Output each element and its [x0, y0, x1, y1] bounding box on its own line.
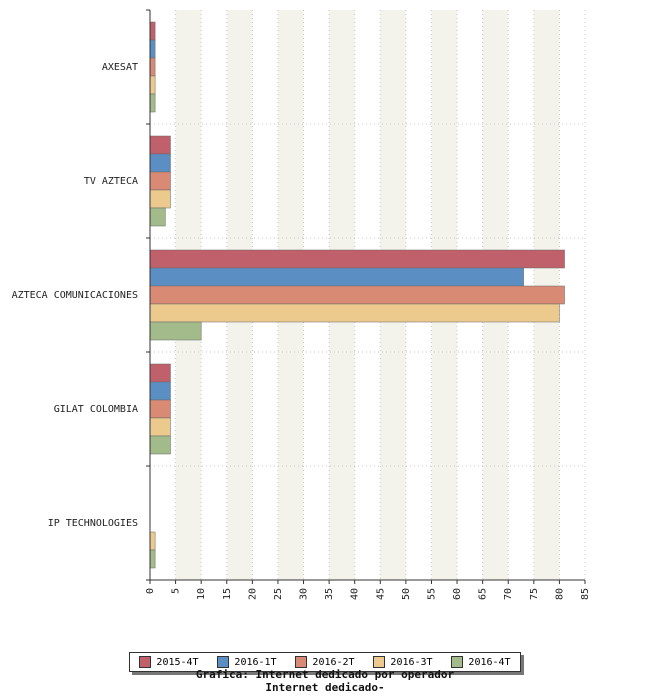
category-label: AZTECA COMUNICACIONES	[12, 290, 138, 301]
category-label: TV AZTECA	[84, 176, 138, 187]
bar	[149, 399, 171, 419]
legend-item: 2016-3T	[373, 656, 433, 668]
bar	[149, 135, 171, 155]
bar	[149, 303, 560, 323]
bar	[149, 267, 524, 287]
legend-label: 2016-3T	[390, 656, 433, 668]
x-tick-label: 50	[401, 588, 412, 600]
bar	[149, 285, 565, 305]
bar	[149, 207, 166, 227]
legend-item: 2016-1T	[217, 656, 277, 668]
bar	[149, 249, 565, 269]
labels: AXESAT TV AZTECA AZTECA COMUNICACIONES GILA…	[12, 62, 591, 600]
legend-label: 2016-4T	[468, 656, 511, 668]
chart-subtitle: Internet dedicado-	[265, 681, 385, 694]
legend-label: 2015-4T	[156, 656, 199, 668]
x-tick-label: 15	[222, 588, 233, 600]
bar	[149, 321, 202, 341]
x-tick-label: 45	[375, 588, 386, 600]
bar	[149, 363, 171, 383]
bar-chart: AXESAT TV AZTECA AZTECA COMUNICACIONES GILA…	[12, 9, 591, 600]
x-tick-label: 55	[426, 588, 437, 600]
legend-swatch	[139, 656, 152, 668]
bar	[149, 189, 171, 209]
legend-item: 2015-4T	[139, 656, 199, 668]
bar	[149, 153, 171, 173]
chart-title: Grafica: Internet dedicado por operador	[195, 668, 455, 681]
bar	[149, 93, 156, 113]
x-tick-label: 65	[478, 588, 489, 600]
legend-swatch	[217, 656, 230, 668]
axes	[146, 9, 586, 584]
x-tick-label: 10	[196, 588, 207, 600]
bar	[149, 435, 171, 455]
bar	[149, 21, 156, 41]
bar	[149, 39, 156, 59]
category-label: IP TECHNOLOGIES	[48, 518, 138, 529]
legend-swatch	[451, 656, 464, 668]
x-tick-label: 30	[299, 588, 310, 600]
bar	[149, 417, 171, 437]
x-tick-label: 0	[145, 588, 156, 594]
legend-item: 2016-4T	[451, 656, 511, 668]
legend-label: 2016-1T	[234, 656, 277, 668]
x-tick-label: 80	[554, 588, 565, 600]
bar	[149, 531, 156, 551]
x-tick-label: 5	[171, 588, 182, 594]
legend-item: 2016-2T	[295, 656, 355, 668]
x-tick-label: 85	[580, 588, 591, 600]
x-tick-label: 75	[529, 588, 540, 600]
bar	[149, 57, 156, 77]
category-label: GILAT COLOMBIA	[54, 404, 138, 415]
legend: 2015-4T 2016-1T 2016-2T 2016-3T 2016-4T	[129, 652, 521, 672]
legend-label: 2016-2T	[312, 656, 355, 668]
x-tick-label: 70	[503, 588, 514, 600]
category-label: AXESAT	[102, 62, 138, 73]
x-tick-label: 40	[350, 588, 361, 600]
x-tick-label: 20	[247, 588, 258, 600]
bar	[149, 549, 156, 569]
x-tick-label: 35	[324, 588, 335, 600]
bar-group	[149, 21, 565, 569]
x-tick-label: 60	[452, 588, 463, 600]
x-tick-label: 25	[273, 588, 284, 600]
legend-swatch	[373, 656, 386, 668]
bar	[149, 381, 171, 401]
legend-swatch	[295, 656, 308, 668]
bar	[149, 171, 171, 191]
bar	[149, 75, 156, 95]
